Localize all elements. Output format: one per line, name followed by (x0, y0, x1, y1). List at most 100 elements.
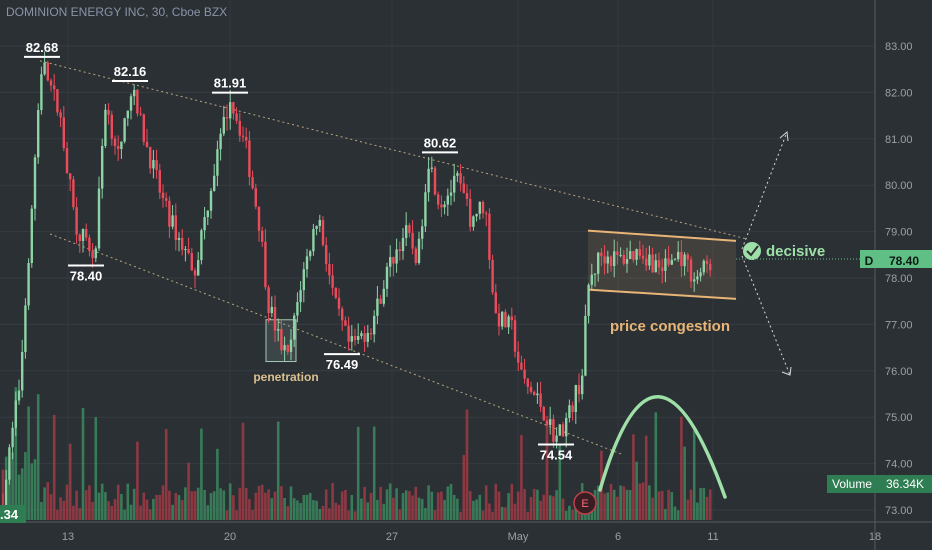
volume-bar (353, 511, 357, 520)
volume-left-value: .34 (0, 507, 19, 522)
volume-bar (619, 485, 622, 520)
volume-bar (616, 496, 619, 520)
candle-body (440, 204, 443, 208)
volume-bar (488, 503, 491, 520)
candle-body (683, 254, 686, 267)
candle-body (379, 298, 382, 304)
candle-body (8, 447, 11, 480)
candle-body (597, 252, 600, 274)
candle-body (539, 393, 542, 407)
volume-bar (529, 497, 533, 520)
peak-label: 82.68 (26, 40, 59, 55)
volume-bar (148, 509, 152, 520)
candle-body (283, 345, 286, 351)
candle-body (104, 109, 107, 146)
lower-trendline (49, 233, 623, 455)
candle-body (552, 419, 555, 442)
candle-body (456, 173, 459, 176)
volume-bar (465, 409, 469, 520)
volume-bar (193, 491, 197, 520)
candle-body (293, 315, 296, 340)
volume-bar (123, 509, 126, 520)
candle-body (347, 325, 350, 342)
volume-bar (660, 490, 664, 520)
candle-body (193, 270, 197, 276)
candle-body (453, 175, 456, 193)
volume-bar (33, 459, 37, 520)
volume-bar (558, 443, 562, 520)
upside-projection (741, 131, 788, 250)
volume-bar (500, 507, 504, 520)
volume-bar (404, 490, 408, 520)
earnings-icon[interactable]: E (581, 498, 588, 510)
volume-bar (491, 511, 494, 520)
candle-body (209, 190, 213, 211)
candle-body (43, 62, 46, 75)
candle-body (497, 313, 501, 327)
candle-body (593, 273, 597, 275)
volume-bar (40, 502, 43, 520)
candle-body (120, 141, 123, 149)
candle-body (613, 251, 616, 267)
volume-bar (564, 510, 568, 520)
candle-body (622, 254, 625, 264)
candle-body (216, 149, 219, 176)
candle-body (219, 133, 222, 150)
volume-arc (598, 395, 727, 499)
candle-body (286, 345, 289, 352)
candle-body (581, 375, 584, 395)
volume-bar (168, 490, 171, 520)
candle-body (645, 258, 648, 266)
candle-body (661, 267, 664, 271)
candle-body (376, 298, 379, 316)
down-arrow-icon (781, 366, 792, 376)
volume-bar (280, 486, 283, 520)
volume-bar (344, 489, 347, 520)
volume-bar (78, 508, 82, 520)
volume-bar (289, 486, 293, 520)
last-price-tag-bg (878, 250, 932, 268)
volume-bar (190, 491, 194, 520)
candle-body (699, 272, 702, 277)
volume-bar (539, 500, 542, 520)
y-tick-label: 81.00 (885, 134, 913, 146)
candle-body (14, 400, 17, 428)
volume-bar (225, 510, 229, 520)
volume-bar (520, 435, 523, 520)
candle-body (561, 424, 565, 437)
price-axis: 73.00 74.00 75.00 76.00 77.00 78.00 79.00 80.00… (874, 0, 932, 550)
volume-bar (129, 504, 133, 520)
candle-body (689, 259, 693, 282)
y-tick-label: 75.00 (885, 412, 913, 424)
candle-body (171, 215, 174, 227)
candle-body (373, 315, 376, 335)
volume-bar (596, 485, 600, 520)
volume-bar (302, 494, 306, 520)
volume-bar (94, 417, 98, 520)
volume-bar (702, 487, 706, 520)
candle-body (705, 260, 709, 264)
candle-body (133, 89, 136, 97)
y-tick-label: 76.00 (885, 366, 913, 378)
volume-bar (187, 462, 190, 520)
volume-bar (62, 500, 66, 520)
candle-body (529, 386, 533, 392)
volume-bar (328, 508, 331, 520)
volume-bar (356, 426, 360, 520)
volume-bar (561, 498, 565, 520)
candle-body (353, 336, 357, 340)
volume-bar (382, 503, 386, 520)
volume-bar (430, 491, 434, 520)
volume-bar (459, 511, 462, 520)
candle-body (657, 260, 661, 268)
candle-body (520, 362, 523, 370)
volume-bar (75, 490, 78, 520)
candle-body (46, 62, 49, 81)
x-tick-label: 18 (869, 531, 881, 543)
candle-body (273, 306, 277, 331)
volume-bar (219, 488, 222, 520)
candle-body (696, 276, 699, 280)
candle-body (369, 332, 373, 335)
volume-bar (424, 508, 427, 520)
